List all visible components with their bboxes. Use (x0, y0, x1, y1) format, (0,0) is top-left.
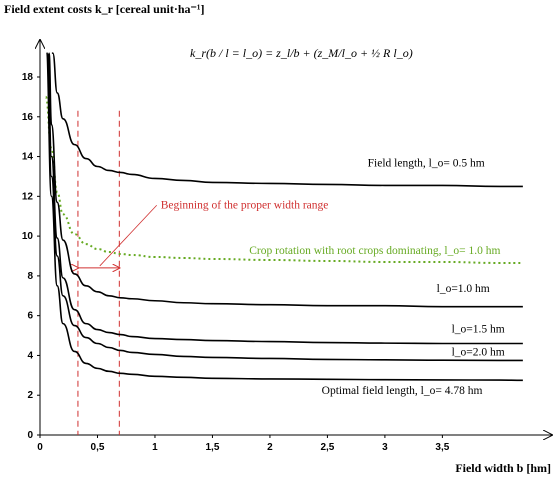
x-tick-label: 3,5 (435, 442, 449, 453)
annotation-label: Optimal field length, l_o= 4.78 hm (322, 385, 483, 397)
formula: k_r(b / l = l_o) = z_l/b + (z_M/l_o + ½ … (190, 46, 413, 60)
x-tick-label: 0 (37, 442, 43, 453)
series-line-5 (45, 52, 523, 382)
y-tick-label: 18 (22, 72, 34, 83)
annotation-label: Beginning of the proper width range (161, 199, 329, 211)
series-line-1 (44, 95, 523, 264)
annotation-label: l_o=1.0 hm (437, 283, 490, 295)
annotation-label: l_o=2.0 hm (452, 346, 505, 358)
y-tick-label: 4 (27, 350, 33, 361)
y-tick-label: 6 (27, 311, 33, 322)
y-tick-label: 16 (22, 112, 34, 123)
annotation-label: Crop rotation with root crops dominating… (249, 245, 500, 257)
x-tick-label: 1 (152, 442, 158, 453)
x-tick-label: 3 (382, 442, 388, 453)
y-tick-label: 0 (27, 430, 33, 441)
y-axis-label: Field extent costs k_r [cereal unit·ha⁻¹… (4, 2, 205, 16)
series-line-2 (48, 52, 523, 308)
annotation-label: Field length, l_o= 0.5 hm (368, 158, 485, 170)
x-tick-label: 0,5 (91, 442, 105, 453)
series-line-4 (46, 52, 523, 362)
x-axis-label: Field width b [hm] (455, 461, 551, 475)
annotation-label: l_o=1.5 hm (452, 324, 505, 336)
series-line-0 (51, 52, 523, 188)
y-tick-label: 8 (27, 271, 33, 282)
y-tick-label: 14 (22, 152, 34, 163)
y-tick-label: 12 (22, 191, 34, 202)
x-tick-label: 2,5 (320, 442, 334, 453)
x-tick-label: 2 (267, 442, 273, 453)
x-tick-label: 1,5 (205, 442, 219, 453)
annotation-leader (99, 204, 158, 267)
series-line-3 (46, 52, 523, 345)
y-tick-label: 10 (22, 231, 34, 242)
y-tick-label: 2 (27, 390, 33, 401)
